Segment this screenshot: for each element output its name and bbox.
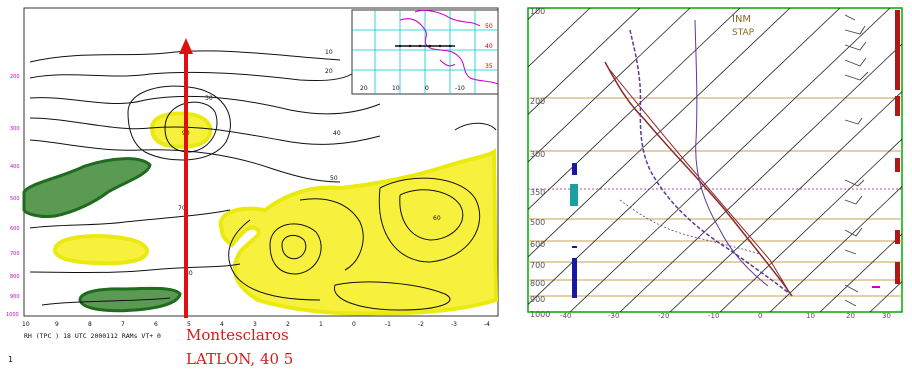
x-axis-tick: -2 [418,321,424,328]
temperature-label: -30 [608,312,619,320]
x-axis-tick: 8 [88,321,92,328]
pressure-label: 500 [530,218,545,227]
pressure-label: 100 [530,7,545,16]
x-axis-tick: 6 [154,321,158,328]
pressure-label: 1000 [530,310,550,319]
pressure-label: 900 [530,295,545,304]
page-number: 1 [8,355,13,364]
temperature-label: 20 [846,312,855,320]
dry-region-upper-left [22,157,152,218]
x-axis-tick: 3 [253,321,257,328]
inset-lat-label: 40 [485,43,493,50]
cross-section-svg: 10 20 30 40 50 60 70 80 90 [6,7,499,368]
footer-caption: RH (TPC ) 18 UTC 2000112 RAMs VT+ 0 [24,332,161,340]
contour-label: 40 [333,130,341,137]
inset-lat-label: 50 [485,23,493,30]
x-axis-tick: 10 [22,321,30,328]
x-axis-tick: 5 [187,321,191,328]
contour-label: 70 [178,205,186,212]
wind-barbs [844,14,869,307]
dry-region-lower-left [78,286,182,313]
x-axis-tick: -1 [385,321,391,328]
section-line-arrow [179,38,193,318]
moist-region-left [52,233,149,266]
contour-lines [29,50,497,311]
parcel-curve [609,69,789,291]
inset-map: 20 10 0 -10 50 40 35 [351,9,499,95]
x-axis-tick: -4 [484,321,490,328]
humidity-profile [694,19,769,287]
x-axis-ticks: 10 9 8 7 6 5 4 3 2 1 0 -1 -2 -3 -4 [22,321,490,328]
pressure-label: 800 [530,279,545,288]
x-axis-tick: -3 [451,321,457,328]
pressure-labels: 100 200 300 350 500 600 700 800 900 1000 [530,7,550,319]
x-axis-tick: 0 [352,321,356,328]
inset-lon-label: 0 [425,85,429,92]
y-axis-level: 700 [10,251,20,257]
inset-lon-label: -10 [455,85,465,92]
temperature-label: -10 [708,312,719,320]
location-latlon: LATLON, 40 5 [186,350,293,368]
y-axis-levels: 200 300 400 500 600 700 800 900 1000 [6,74,20,318]
x-axis-tick: 1 [319,321,323,328]
y-axis-level: 800 [10,274,20,280]
inset-lat-label: 35 [485,63,493,70]
y-axis-level: 500 [10,196,20,202]
inset-lon-label: 10 [392,85,400,92]
temperature-label: -40 [560,312,571,320]
contour-label: 50 [330,175,338,182]
y-axis-level: 400 [10,164,20,170]
temperature-label: 10 [806,312,815,320]
contour-label: 30 [205,95,213,102]
pressure-label: 300 [530,150,545,159]
cross-section-panel: 10 20 30 40 50 60 70 80 90 [6,7,499,368]
skew-t-frame [527,7,903,313]
contour-label: 80 [185,270,193,277]
y-axis-level: 300 [10,126,20,132]
y-axis-level: 600 [10,226,20,232]
contour-label: 20 [325,68,333,75]
temperature-label: 30 [882,312,891,320]
x-axis-tick: 2 [286,321,290,328]
pressure-label: 350 [530,188,545,197]
x-axis-tick: 4 [220,321,224,328]
skew-t-title: INM [732,14,751,25]
y-axis-level: 900 [10,294,20,300]
dewpoint-curve [629,29,791,295]
skew-t-subtitle: STAP [732,28,755,38]
x-axis-tick: 7 [121,321,125,328]
intensity-bars [570,10,900,298]
x-axis-tick: 9 [55,321,59,328]
pressure-label: 200 [530,97,545,106]
pressure-label: 600 [530,240,545,249]
pressure-label: 700 [530,261,545,270]
contour-label: 60 [433,215,441,222]
skew-t-svg: INM STAP 100 200 300 350 500 600 700 800… [527,7,903,320]
skew-t-panel: INM STAP 100 200 300 350 500 600 700 800… [520,0,912,320]
contour-label: 10 [325,49,333,56]
temperature-curve [604,61,793,297]
location-name: Montesclaros [186,326,289,344]
pressure-lines [528,97,902,297]
temperature-labels: -40 -30 -20 -10 0 10 20 30 [560,312,891,320]
inset-lon-label: 20 [360,85,368,92]
temperature-label: -20 [658,312,669,320]
y-axis-level: 200 [10,74,20,80]
y-axis-level: 1000 [6,312,19,318]
temperature-label: 0 [758,312,762,320]
